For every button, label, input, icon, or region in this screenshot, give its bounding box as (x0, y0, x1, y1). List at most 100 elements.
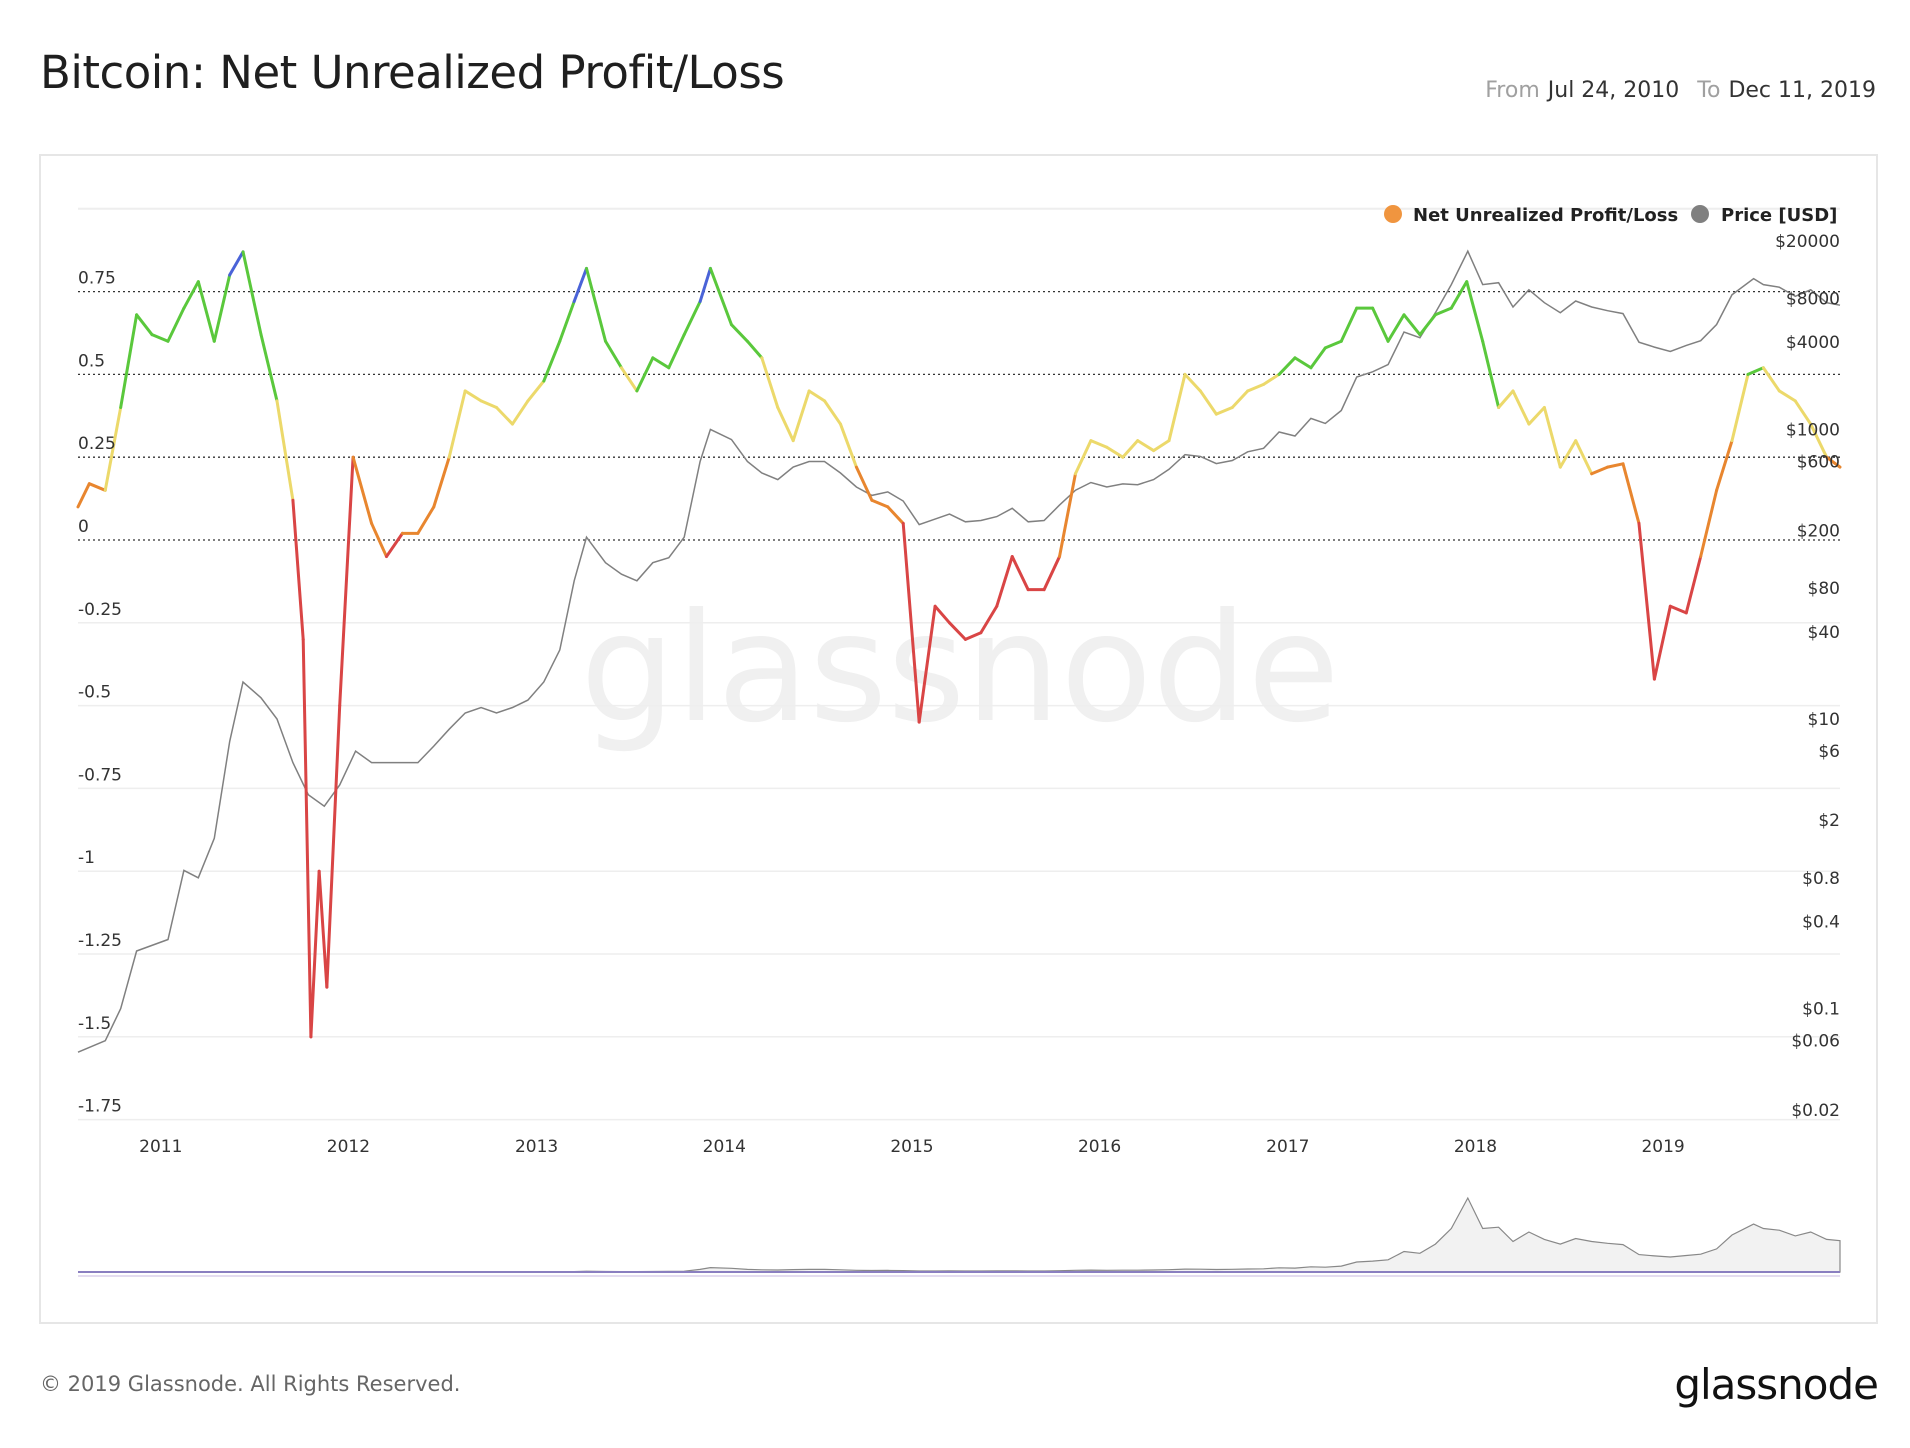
nupl-segment (351, 455, 374, 525)
nupl-segment (1371, 306, 1390, 343)
nupl-segment (309, 869, 321, 1039)
legend-nupl-label[interactable]: Net Unrealized Profit/Loss (1413, 205, 1678, 226)
nupl-segment (1293, 356, 1313, 370)
nupl-segment (901, 521, 921, 724)
navigator-price-area (78, 1196, 1841, 1273)
y-right-tick-label: $40 (1808, 623, 1840, 643)
nupl-segment (1465, 280, 1485, 343)
nupl-segment (1010, 555, 1030, 592)
nupl-segment (1542, 406, 1562, 469)
to-date[interactable]: Dec 11, 2019 (1728, 78, 1876, 103)
nupl-segment (1684, 555, 1703, 615)
nupl-segment (76, 482, 91, 509)
nupl-segment (317, 869, 329, 989)
nupl-segment (1481, 339, 1501, 410)
nupl-segment (241, 250, 263, 337)
nupl-segment (791, 389, 811, 443)
to-label: To (1697, 78, 1721, 103)
x-tick-label: 2015 (890, 1137, 933, 1157)
nupl-segment (1386, 313, 1406, 343)
nupl-segment (447, 389, 467, 459)
nupl-segment (995, 555, 1014, 608)
nupl-series (76, 250, 1842, 1039)
nupl-segment (463, 389, 483, 403)
nupl-segment (1246, 382, 1266, 393)
nupl-segment (823, 399, 842, 426)
nupl-segment (854, 465, 874, 502)
nupl-segment (1777, 389, 1797, 403)
nupl-segment (1621, 462, 1641, 525)
nupl-segment (1323, 339, 1343, 350)
nupl-segment (325, 704, 342, 989)
nupl-segment (1073, 439, 1093, 476)
nupl-segment (1511, 389, 1531, 426)
nupl-segment (619, 366, 639, 393)
nupl-segment (572, 266, 588, 304)
nupl-segment (1058, 472, 1077, 559)
nupl-segment (1730, 372, 1750, 443)
x-tick-label: 2018 (1454, 1137, 1497, 1157)
nupl-segment (1527, 406, 1546, 426)
nupl-segment (1715, 439, 1734, 492)
nupl-segment (1668, 604, 1688, 615)
nupl-segment (1825, 455, 1842, 469)
nupl-segment (1449, 280, 1469, 310)
nupl-segment (1167, 372, 1187, 443)
navigator[interactable] (78, 1196, 1841, 1277)
nupl-segment (1809, 422, 1829, 459)
legend[interactable]: Net Unrealized Profit/Loss Price [USD] (1384, 205, 1837, 226)
y-right-tick-label: $1000 (1786, 420, 1840, 440)
nupl-segment (1590, 465, 1610, 476)
nupl-segment (729, 323, 749, 343)
nupl-segment (604, 339, 623, 370)
nupl-segment (1262, 372, 1281, 386)
nupl-segment (1042, 555, 1062, 592)
nupl-segment (1746, 366, 1765, 376)
x-tick-label: 2016 (1078, 1137, 1121, 1157)
nupl-segment (838, 422, 858, 469)
x-tick-label: 2011 (139, 1137, 182, 1157)
watermark: glassnode (580, 582, 1339, 756)
nupl-segment (558, 300, 576, 343)
nupl-segment (1606, 462, 1625, 469)
y-right-tick-label: $10 (1808, 710, 1840, 730)
nupl-segment (1497, 389, 1515, 410)
copyright: © 2019 Glassnode. All Rights Reserved. (40, 1372, 461, 1396)
legend-nupl-marker (1384, 205, 1402, 223)
nupl-segment (917, 604, 937, 724)
nupl-segment (1198, 389, 1218, 416)
y-left-tick-label: -1.5 (78, 1014, 111, 1034)
y-right-tick-label: $600 (1797, 453, 1840, 473)
y-right-tick-label: $200 (1797, 522, 1840, 542)
y-right-tick-label: $0.1 (1802, 1000, 1840, 1020)
y-left-tick-label: 0.25 (78, 434, 116, 454)
nupl-segment (150, 333, 170, 343)
y-right-tick-label: $0.4 (1802, 912, 1840, 932)
nupl-segment (1136, 439, 1156, 453)
nupl-segment (1339, 306, 1359, 343)
nupl-segment (338, 455, 355, 708)
nupl-segment (1574, 439, 1594, 476)
y-right-tick-label: $80 (1808, 579, 1840, 599)
nupl-segment (526, 379, 546, 403)
nupl-segment (479, 399, 499, 410)
gridlines (78, 207, 1840, 1121)
y-left-tick-label: 0 (78, 517, 89, 537)
nupl-segment (542, 339, 562, 383)
nupl-segment (1121, 439, 1140, 459)
y-left-tick-label: -0.75 (78, 765, 122, 785)
nupl-segment (166, 306, 186, 343)
y-left-tick-label: -1.25 (78, 931, 122, 951)
nupl-segment (416, 505, 436, 535)
from-date[interactable]: Jul 24, 2010 (1547, 78, 1680, 103)
nupl-segment (275, 399, 295, 502)
legend-price-label[interactable]: Price [USD] (1721, 205, 1837, 226)
y-right-tick-label: $0.8 (1802, 869, 1840, 889)
nupl-segment (1230, 389, 1250, 410)
x-tick-label: 2012 (327, 1137, 370, 1157)
nupl-segment (135, 313, 154, 337)
nupl-segment (1418, 313, 1437, 337)
date-range[interactable]: From Jul 24, 2010 To Dec 11, 2019 (1485, 78, 1876, 103)
glassnode-logo[interactable]: glassnode (1674, 1360, 1879, 1409)
from-label: From (1485, 78, 1540, 103)
